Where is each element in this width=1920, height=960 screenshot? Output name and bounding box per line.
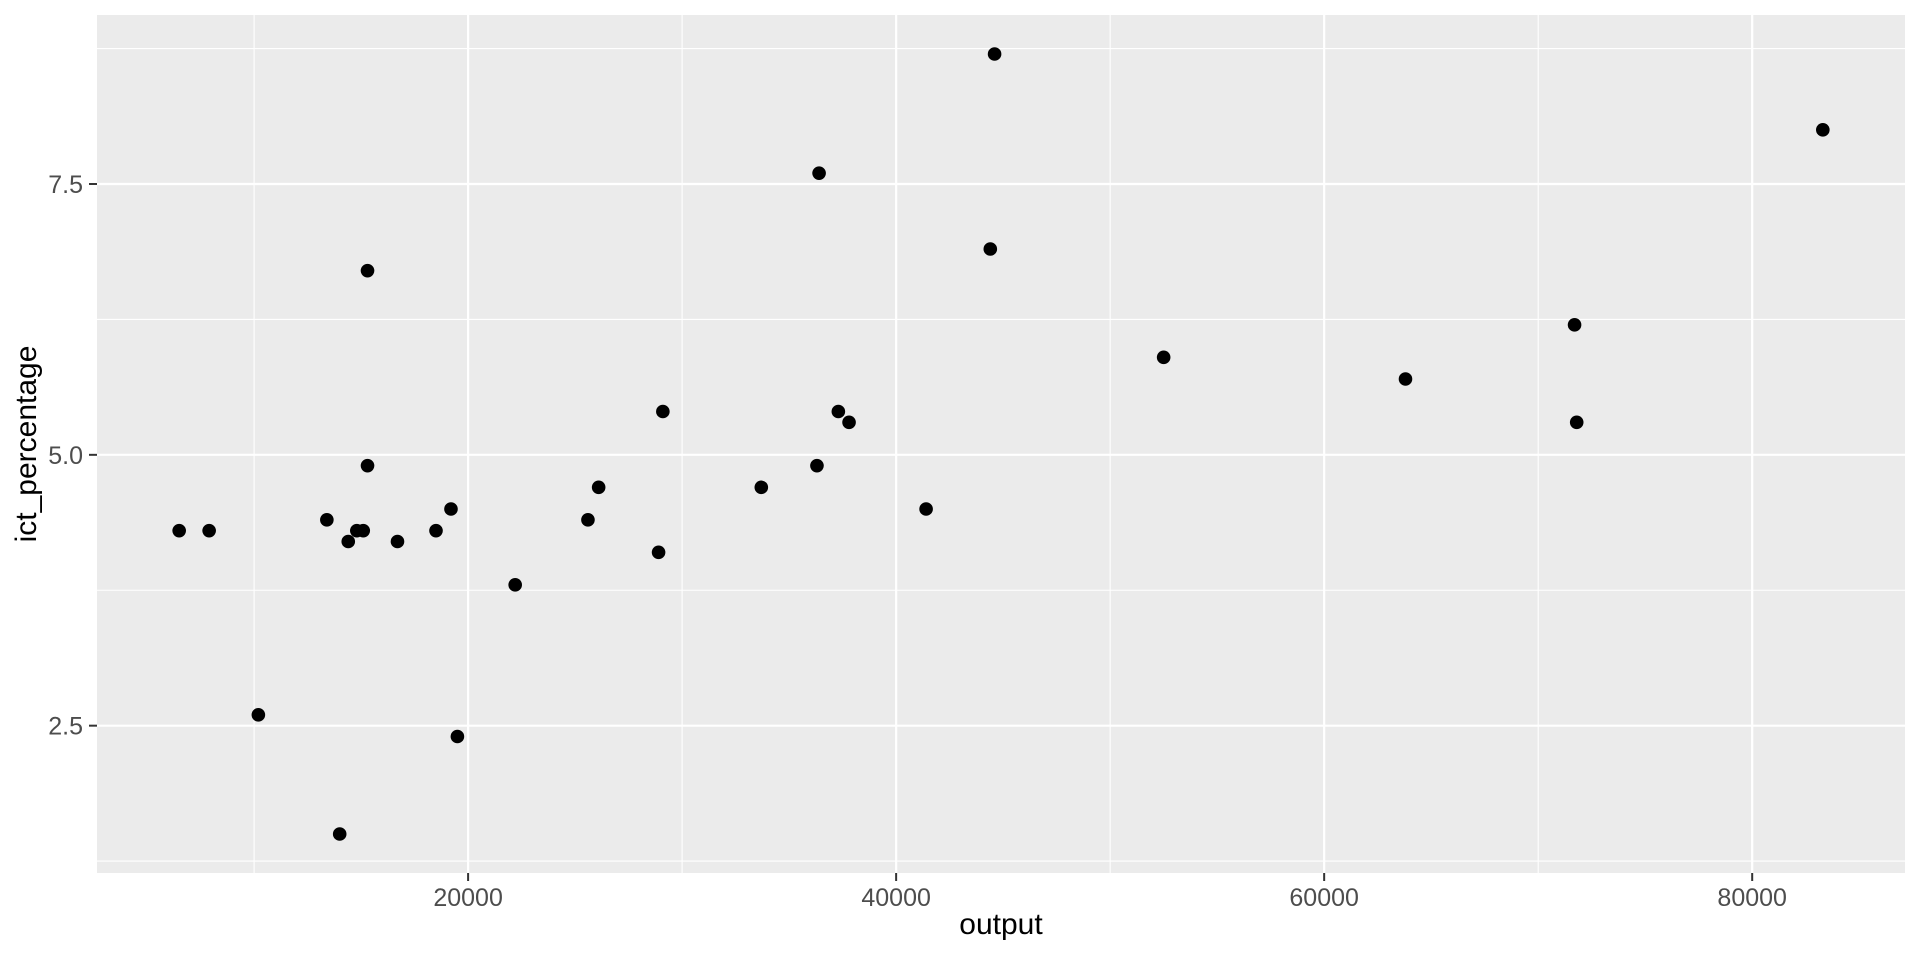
y-tick-label: 7.5 xyxy=(48,171,83,199)
data-point xyxy=(444,502,458,516)
data-point xyxy=(812,166,826,180)
data-point xyxy=(332,827,347,841)
y-tick-label: 2.5 xyxy=(48,713,83,741)
data-point xyxy=(651,545,666,560)
data-point xyxy=(356,523,371,538)
data-point xyxy=(754,480,769,495)
data-point xyxy=(983,242,998,256)
data-point xyxy=(360,263,375,278)
x-axis-title: output xyxy=(959,908,1043,941)
data-point xyxy=(919,502,933,516)
data-point xyxy=(390,534,405,549)
data-point xyxy=(450,729,465,744)
data-point xyxy=(1816,123,1830,137)
x-tick-label: 80000 xyxy=(1717,884,1787,912)
data-point xyxy=(842,415,856,430)
data-point xyxy=(1567,318,1582,332)
x-tick-label: 60000 xyxy=(1289,884,1359,912)
data-point xyxy=(429,523,443,538)
data-point xyxy=(1398,372,1413,386)
x-tick-label: 20000 xyxy=(433,884,503,912)
data-point xyxy=(251,708,266,722)
data-point xyxy=(656,404,670,419)
data-point xyxy=(320,513,334,527)
data-point xyxy=(810,458,824,473)
data-point xyxy=(987,47,1002,61)
data-point xyxy=(508,578,522,592)
data-point xyxy=(172,523,186,538)
data-point xyxy=(581,513,595,527)
data-point xyxy=(341,534,356,549)
plot-panel-background xyxy=(97,15,1905,873)
y-axis-title: ict_percentage xyxy=(10,345,43,543)
data-point xyxy=(591,480,606,495)
x-tick-label: 40000 xyxy=(861,884,931,912)
data-point xyxy=(831,404,846,419)
data-point xyxy=(1156,350,1171,365)
data-point xyxy=(1569,415,1584,430)
y-tick-label: 5.0 xyxy=(48,442,83,470)
data-point xyxy=(202,523,216,538)
data-point xyxy=(360,458,375,473)
